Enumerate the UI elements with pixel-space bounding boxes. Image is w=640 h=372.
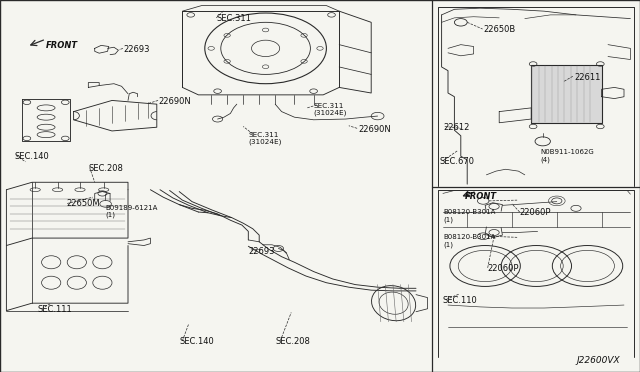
Text: 22693: 22693 xyxy=(248,247,275,256)
Text: 22060P: 22060P xyxy=(488,264,519,273)
Text: 22693: 22693 xyxy=(124,45,150,54)
Text: SEC.311
(31024E): SEC.311 (31024E) xyxy=(248,132,282,145)
Bar xyxy=(531,65,602,123)
Text: 22650B: 22650B xyxy=(484,25,516,33)
Text: 22650M: 22650M xyxy=(66,199,100,208)
Text: SEC.111: SEC.111 xyxy=(37,305,72,314)
Text: FRONT: FRONT xyxy=(465,192,497,201)
Text: 22611: 22611 xyxy=(575,73,601,81)
Text: N0B911-1062G
(4): N0B911-1062G (4) xyxy=(541,150,595,163)
Text: B08120-B301A
(1): B08120-B301A (1) xyxy=(444,234,496,248)
Text: SEC.140: SEC.140 xyxy=(179,337,214,346)
Text: 22060P: 22060P xyxy=(520,208,551,217)
Text: 22612: 22612 xyxy=(444,123,470,132)
Text: SEC.311: SEC.311 xyxy=(216,14,251,23)
Text: SEC.110: SEC.110 xyxy=(443,296,477,305)
Text: SEC.208: SEC.208 xyxy=(88,164,123,173)
Text: B09189-6121A: B09189-6121A xyxy=(106,205,158,211)
Text: SEC.311
(31024E): SEC.311 (31024E) xyxy=(314,103,347,116)
Text: FRONT: FRONT xyxy=(46,41,78,50)
Text: J22600VX: J22600VX xyxy=(576,356,620,365)
Text: 22690N: 22690N xyxy=(158,97,191,106)
Text: SEC.208: SEC.208 xyxy=(275,337,310,346)
Text: (1): (1) xyxy=(106,211,116,218)
Text: SEC.670: SEC.670 xyxy=(440,157,475,166)
Text: 22690N: 22690N xyxy=(358,125,391,134)
Text: B08120-B301A
(1): B08120-B301A (1) xyxy=(444,209,496,222)
Text: SEC.140: SEC.140 xyxy=(14,152,49,161)
